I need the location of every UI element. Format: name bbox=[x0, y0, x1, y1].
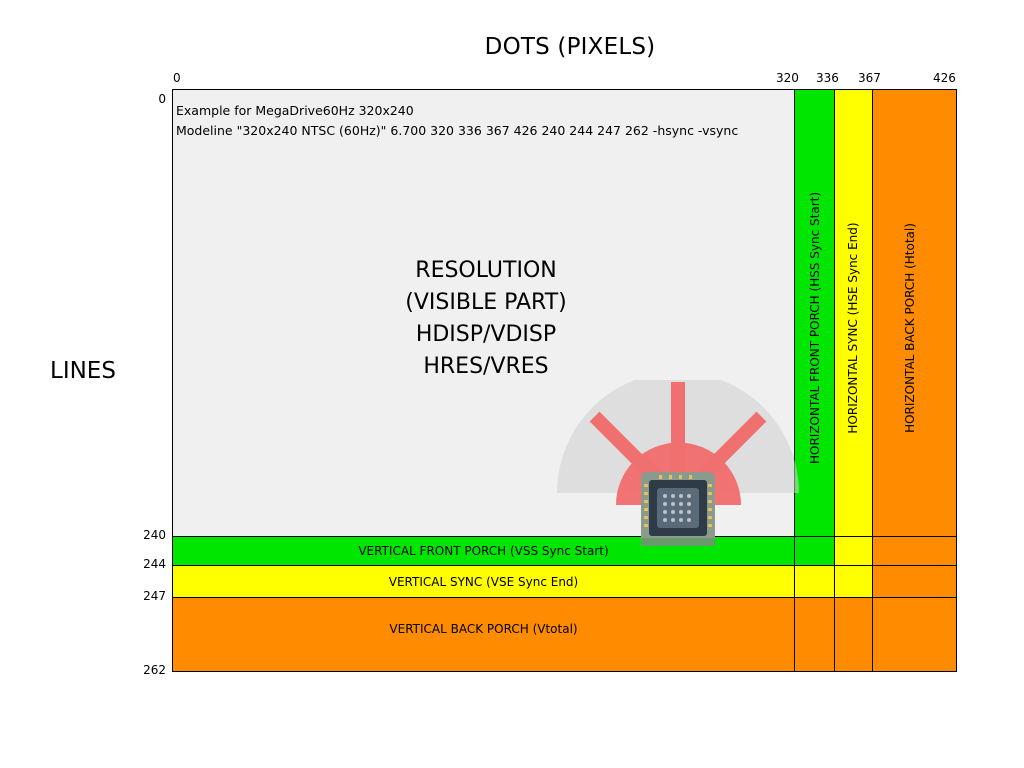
cell-vbp-hsync bbox=[834, 597, 873, 672]
cell-vbp-hbp bbox=[872, 597, 957, 672]
horizontal-front-porch bbox=[794, 89, 835, 537]
y-axis-title: LINES bbox=[50, 358, 116, 384]
resolution-line-2: (VISIBLE PART) bbox=[405, 290, 567, 315]
vertical-sync: VERTICAL SYNC (VSE Sync End) bbox=[172, 565, 795, 598]
y-tick-0: 0 bbox=[158, 92, 166, 106]
x-tick-320: 320 bbox=[776, 71, 799, 85]
x-tick-426: 426 bbox=[933, 71, 956, 85]
cell-vfp-hfp bbox=[794, 536, 835, 566]
chip-watermark-icon bbox=[557, 380, 799, 546]
x-tick-336: 336 bbox=[816, 71, 839, 85]
resolution-line-1: RESOLUTION bbox=[415, 258, 557, 283]
example-title: Example for MegaDrive60Hz 320x240 bbox=[176, 103, 414, 118]
x-tick-0: 0 bbox=[173, 71, 181, 85]
horizontal-back-porch-label: HORIZONTAL BACK PORCH (Htotal) bbox=[903, 223, 917, 433]
y-tick-240: 240 bbox=[143, 528, 166, 542]
horizontal-back-porch bbox=[872, 89, 957, 537]
vertical-back-porch-label: VERTICAL BACK PORCH (Vtotal) bbox=[389, 621, 578, 636]
y-tick-247: 247 bbox=[143, 589, 166, 603]
y-tick-244: 244 bbox=[143, 557, 166, 571]
vertical-sync-label: VERTICAL SYNC (VSE Sync End) bbox=[388, 574, 579, 589]
cell-vsync-hfp bbox=[794, 565, 835, 598]
cell-vsync-hbp bbox=[872, 565, 957, 598]
cell-vfp-hsync bbox=[834, 536, 873, 566]
x-axis-title: DOTS (PIXELS) bbox=[484, 34, 656, 60]
example-modeline: Modeline "320x240 NTSC (60Hz)" 6.700 320… bbox=[176, 123, 739, 138]
x-tick-367: 367 bbox=[858, 71, 881, 85]
horizontal-sync-label: HORIZONTAL SYNC (HSE Sync End) bbox=[846, 222, 860, 434]
example-caption: Example for MegaDrive60Hz 320x240 Modeli… bbox=[176, 101, 738, 141]
vertical-front-porch-label: VERTICAL FRONT PORCH (VSS Sync Start) bbox=[358, 544, 609, 558]
horizontal-front-porch-label: HORIZONTAL FRONT PORCH (HSS Sync Start) bbox=[808, 191, 822, 465]
vertical-back-porch: VERTICAL BACK PORCH (Vtotal) bbox=[172, 597, 795, 672]
cell-vfp-hbp bbox=[872, 536, 957, 566]
y-tick-262: 262 bbox=[143, 663, 166, 677]
cell-vbp-hfp bbox=[794, 597, 835, 672]
resolution-line-4: HRES/VRES bbox=[423, 354, 549, 379]
resolution-label: RESOLUTION (VISIBLE PART) HDISP/VDISP HR… bbox=[388, 255, 584, 383]
cell-vsync-hsync bbox=[834, 565, 873, 598]
resolution-line-3: HDISP/VDISP bbox=[415, 322, 557, 347]
